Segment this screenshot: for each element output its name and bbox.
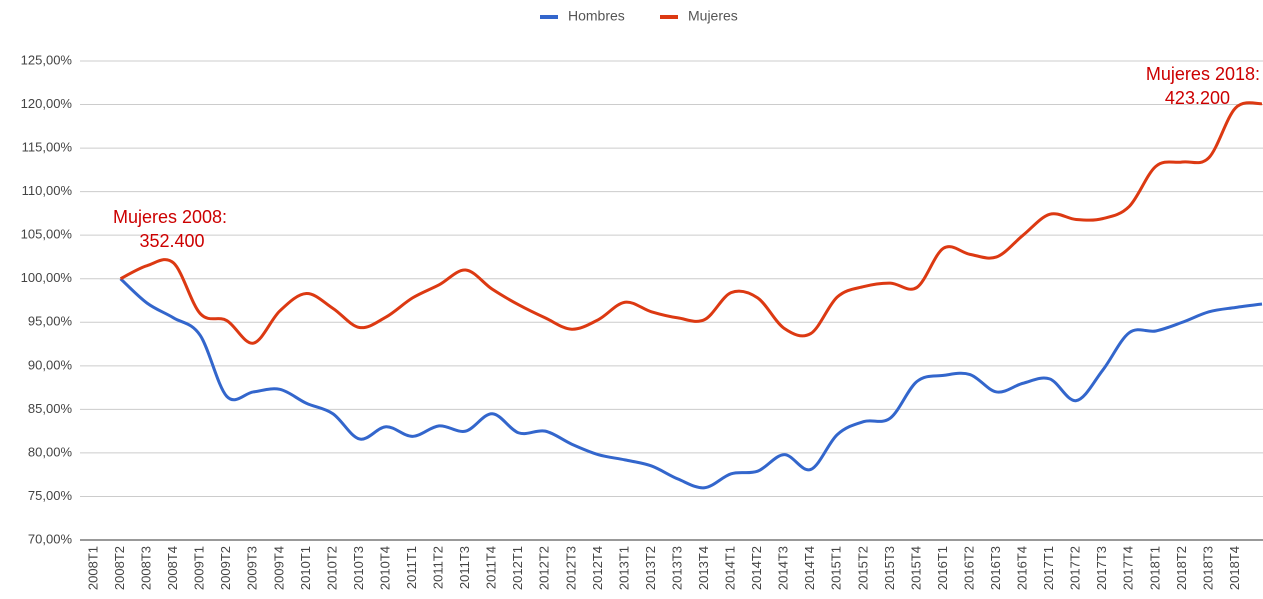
x-tick-label: 2008T1 [85,546,100,590]
legend-text: Hombres [568,8,625,24]
x-tick-label: 2018T3 [1200,546,1215,590]
x-tick-label: 2008T2 [112,546,127,590]
x-tick-label: 2011T1 [404,546,419,589]
x-tick-label: 2018T2 [1174,546,1189,590]
y-tick-label: 125,00% [21,52,73,67]
line [119,101,1263,345]
x-tick-label: 2010T4 [377,546,392,590]
annotation: Mujeres 2018: [1146,64,1260,84]
x-tick-label: 2013T2 [643,546,658,590]
y-tick-label: 80,00% [28,444,73,459]
x-tick-label: 2013T4 [696,546,711,590]
x-tick-label: 2008T3 [139,546,154,590]
x-tick-label: 2014T4 [802,546,817,590]
annotation: 423.200 [1165,88,1230,108]
y-tick-label: 90,00% [28,357,73,372]
x-tick-label: 2011T3 [457,546,472,589]
x-tick-label: 2015T4 [908,546,923,590]
x-tick-label: 2016T3 [988,546,1003,590]
x-tick-label: 2018T1 [1147,546,1162,590]
x-tick-label: 2010T3 [351,546,366,590]
y-tick-label: 120,00% [21,96,73,111]
x-tick-label: 2010T1 [298,546,313,590]
y-tick-label: 70,00% [28,531,73,546]
annotation: 352.400 [139,231,204,251]
x-tick-label: 2017T4 [1121,546,1136,590]
x-tick-label: 2013T3 [669,546,684,590]
y-tick-label: 95,00% [28,314,73,329]
x-tick-label: 2012T2 [537,546,552,590]
x-tick-label: 2014T2 [749,546,764,590]
x-tick-label: 2009T2 [218,546,233,590]
x-tick-label: 2016T2 [961,546,976,590]
x-tick-label: 2017T2 [1068,546,1083,590]
y-tick-label: 75,00% [28,488,73,503]
x-tick-label: 2013T1 [616,546,631,590]
x-tick-label: 2011T4 [484,546,499,589]
x-tick-label: 2011T2 [431,546,446,589]
x-tick-label: 2014T3 [776,546,791,590]
x-tick-label: 2016T4 [1015,546,1030,590]
x-tick-label: 2009T4 [271,546,286,590]
x-tick-label: 2008T4 [165,546,180,590]
x-tick-label: 2012T1 [510,546,525,590]
x-tick-label: 2018T4 [1227,546,1242,590]
x-tick-label: 2017T3 [1094,546,1109,590]
y-tick-label: 105,00% [21,227,73,242]
x-tick-label: 2012T3 [563,546,578,590]
annotation: Mujeres 2008: [113,207,227,227]
x-tick-label: 2010T2 [324,546,339,590]
y-tick-label: 100,00% [21,270,73,285]
y-tick-label: 85,00% [28,401,73,416]
x-tick-label: 2009T3 [245,546,260,590]
x-tick-label: 2015T3 [882,546,897,590]
y-tick-label: 115,00% [22,140,73,155]
x-tick-label: 2015T1 [829,546,844,590]
x-tick-label: 2017T1 [1041,546,1056,590]
line [119,277,1263,490]
y-tick-label: 110,00% [22,183,73,198]
x-tick-label: 2009T1 [192,546,207,590]
legend-text: Mujeres [688,8,738,24]
x-tick-label: 2016T1 [935,546,950,590]
x-tick-label: 2015T2 [855,546,870,590]
x-tick-label: 2014T1 [723,546,738,590]
x-tick-label: 2012T4 [590,546,605,590]
